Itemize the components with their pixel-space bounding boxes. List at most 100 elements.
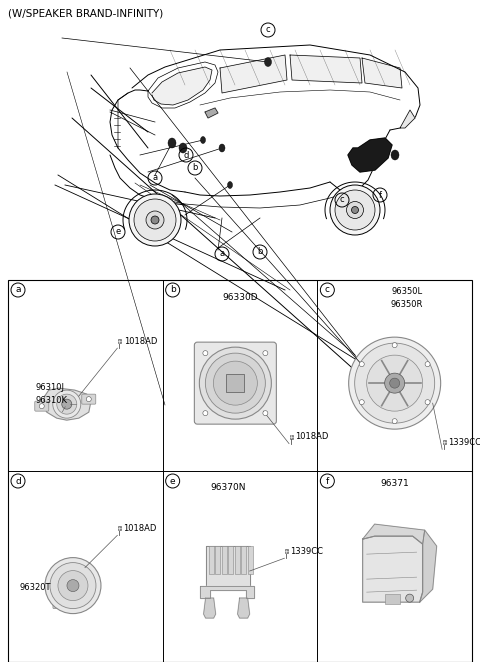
Circle shape: [213, 361, 257, 405]
Text: 96320T: 96320T: [20, 583, 51, 592]
Text: c: c: [325, 285, 330, 295]
FancyBboxPatch shape: [227, 374, 244, 392]
Ellipse shape: [201, 136, 205, 144]
Polygon shape: [204, 598, 216, 618]
Circle shape: [359, 361, 364, 367]
Polygon shape: [200, 586, 253, 598]
Text: (W/SPEAKER BRAND-INFINITY): (W/SPEAKER BRAND-INFINITY): [8, 9, 163, 19]
Circle shape: [390, 378, 400, 388]
Circle shape: [58, 571, 88, 600]
Text: b: b: [192, 164, 198, 173]
Polygon shape: [400, 110, 415, 128]
FancyBboxPatch shape: [228, 546, 233, 574]
Polygon shape: [348, 138, 392, 172]
FancyBboxPatch shape: [209, 546, 214, 574]
Polygon shape: [238, 598, 250, 618]
Circle shape: [50, 563, 96, 608]
Text: e: e: [115, 228, 120, 236]
Ellipse shape: [347, 201, 363, 218]
Polygon shape: [363, 524, 425, 544]
FancyBboxPatch shape: [75, 598, 87, 608]
Circle shape: [205, 353, 265, 413]
Ellipse shape: [179, 143, 187, 153]
FancyBboxPatch shape: [53, 598, 65, 608]
Text: 96330D: 96330D: [222, 293, 258, 303]
Circle shape: [39, 404, 44, 408]
FancyBboxPatch shape: [82, 394, 96, 404]
Ellipse shape: [146, 211, 164, 229]
Circle shape: [263, 351, 268, 355]
Polygon shape: [43, 388, 91, 420]
FancyBboxPatch shape: [241, 546, 246, 574]
Circle shape: [78, 601, 84, 606]
FancyBboxPatch shape: [194, 342, 276, 424]
Text: d: d: [183, 150, 189, 160]
Polygon shape: [363, 536, 423, 602]
FancyBboxPatch shape: [215, 546, 220, 574]
Text: c: c: [340, 195, 344, 205]
Text: 96371: 96371: [380, 479, 409, 487]
Text: 1018AD: 1018AD: [124, 336, 158, 346]
Circle shape: [203, 410, 208, 416]
Text: a: a: [153, 173, 157, 183]
Polygon shape: [205, 546, 250, 586]
Circle shape: [348, 337, 441, 429]
Polygon shape: [290, 55, 362, 83]
Ellipse shape: [391, 150, 399, 160]
Polygon shape: [220, 55, 287, 93]
Ellipse shape: [129, 194, 181, 246]
Ellipse shape: [219, 144, 225, 152]
Ellipse shape: [151, 216, 159, 224]
Text: e: e: [170, 477, 176, 485]
Ellipse shape: [264, 58, 272, 66]
Ellipse shape: [228, 181, 232, 189]
Circle shape: [199, 347, 271, 419]
Circle shape: [425, 400, 430, 404]
Text: 1018AD: 1018AD: [295, 432, 328, 441]
Ellipse shape: [134, 199, 176, 241]
Text: b: b: [257, 248, 263, 256]
Circle shape: [425, 361, 430, 367]
FancyBboxPatch shape: [222, 546, 227, 574]
FancyBboxPatch shape: [443, 440, 445, 444]
Polygon shape: [205, 108, 218, 118]
Text: b: b: [170, 285, 176, 295]
Ellipse shape: [351, 207, 359, 214]
Text: 96310J
96310K: 96310J 96310K: [36, 383, 68, 405]
Polygon shape: [362, 58, 402, 88]
Text: 1018AD: 1018AD: [123, 524, 157, 533]
Text: d: d: [15, 477, 21, 485]
Text: 96350L
96350R: 96350L 96350R: [391, 287, 423, 308]
Ellipse shape: [168, 138, 176, 148]
Text: 1339CC: 1339CC: [448, 438, 480, 447]
FancyBboxPatch shape: [235, 546, 240, 574]
Circle shape: [263, 410, 268, 416]
FancyBboxPatch shape: [35, 401, 49, 411]
Text: 96370N: 96370N: [210, 483, 245, 491]
Text: f: f: [326, 477, 329, 485]
Circle shape: [45, 557, 101, 614]
Circle shape: [355, 343, 435, 423]
FancyBboxPatch shape: [118, 339, 121, 343]
Circle shape: [57, 394, 77, 414]
Ellipse shape: [330, 185, 380, 235]
Text: c: c: [266, 26, 270, 34]
Circle shape: [367, 355, 423, 411]
Text: a: a: [15, 285, 21, 295]
Polygon shape: [420, 530, 437, 602]
Text: f: f: [379, 191, 382, 199]
FancyBboxPatch shape: [248, 546, 252, 574]
Circle shape: [406, 594, 414, 602]
Circle shape: [359, 400, 364, 404]
Text: 1339CC: 1339CC: [290, 547, 324, 555]
Circle shape: [62, 399, 72, 409]
Circle shape: [392, 418, 397, 424]
Ellipse shape: [335, 190, 375, 230]
Circle shape: [67, 580, 79, 592]
Circle shape: [392, 343, 397, 348]
FancyBboxPatch shape: [118, 526, 121, 530]
Polygon shape: [152, 67, 212, 105]
Circle shape: [384, 373, 405, 393]
Text: a: a: [219, 250, 225, 258]
Circle shape: [86, 397, 91, 402]
